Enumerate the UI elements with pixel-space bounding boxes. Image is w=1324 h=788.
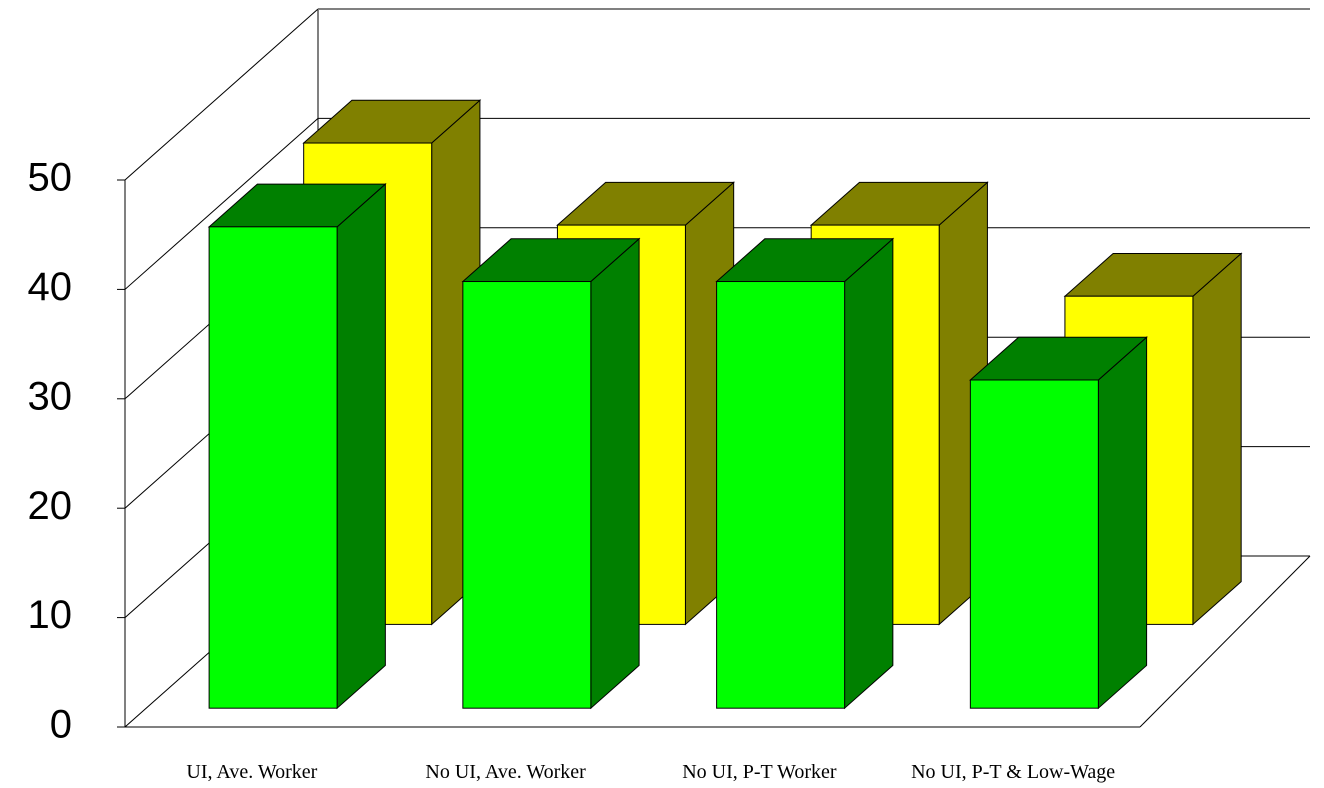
bar-side <box>1192 252 1242 626</box>
floor-right-edge <box>1139 555 1311 728</box>
bar-side <box>336 182 386 710</box>
y-tick-label: 50 <box>28 156 73 200</box>
y-tick-label: 0 <box>50 703 72 747</box>
x-tick-label: No UI, P-T Worker <box>682 761 837 783</box>
bar <box>208 226 338 709</box>
y-tick-label: 20 <box>28 484 73 528</box>
bar-side <box>844 237 894 710</box>
x-tick-label: No UI, Ave. Worker <box>425 761 586 783</box>
y-tick-label: 10 <box>28 593 73 637</box>
y-tick-label: 30 <box>28 374 73 418</box>
grid-line <box>124 8 319 181</box>
x-tick-label: No UI, P-T & Low-Wage <box>911 761 1115 783</box>
bar <box>716 281 846 709</box>
bar <box>969 379 1099 709</box>
bar-side <box>1097 336 1148 710</box>
bar-side <box>590 237 640 710</box>
x-tick-label: UI, Ave. Worker <box>186 761 317 783</box>
y-tick-label: 40 <box>28 265 73 309</box>
bar <box>462 281 592 709</box>
grid-line <box>124 118 319 290</box>
